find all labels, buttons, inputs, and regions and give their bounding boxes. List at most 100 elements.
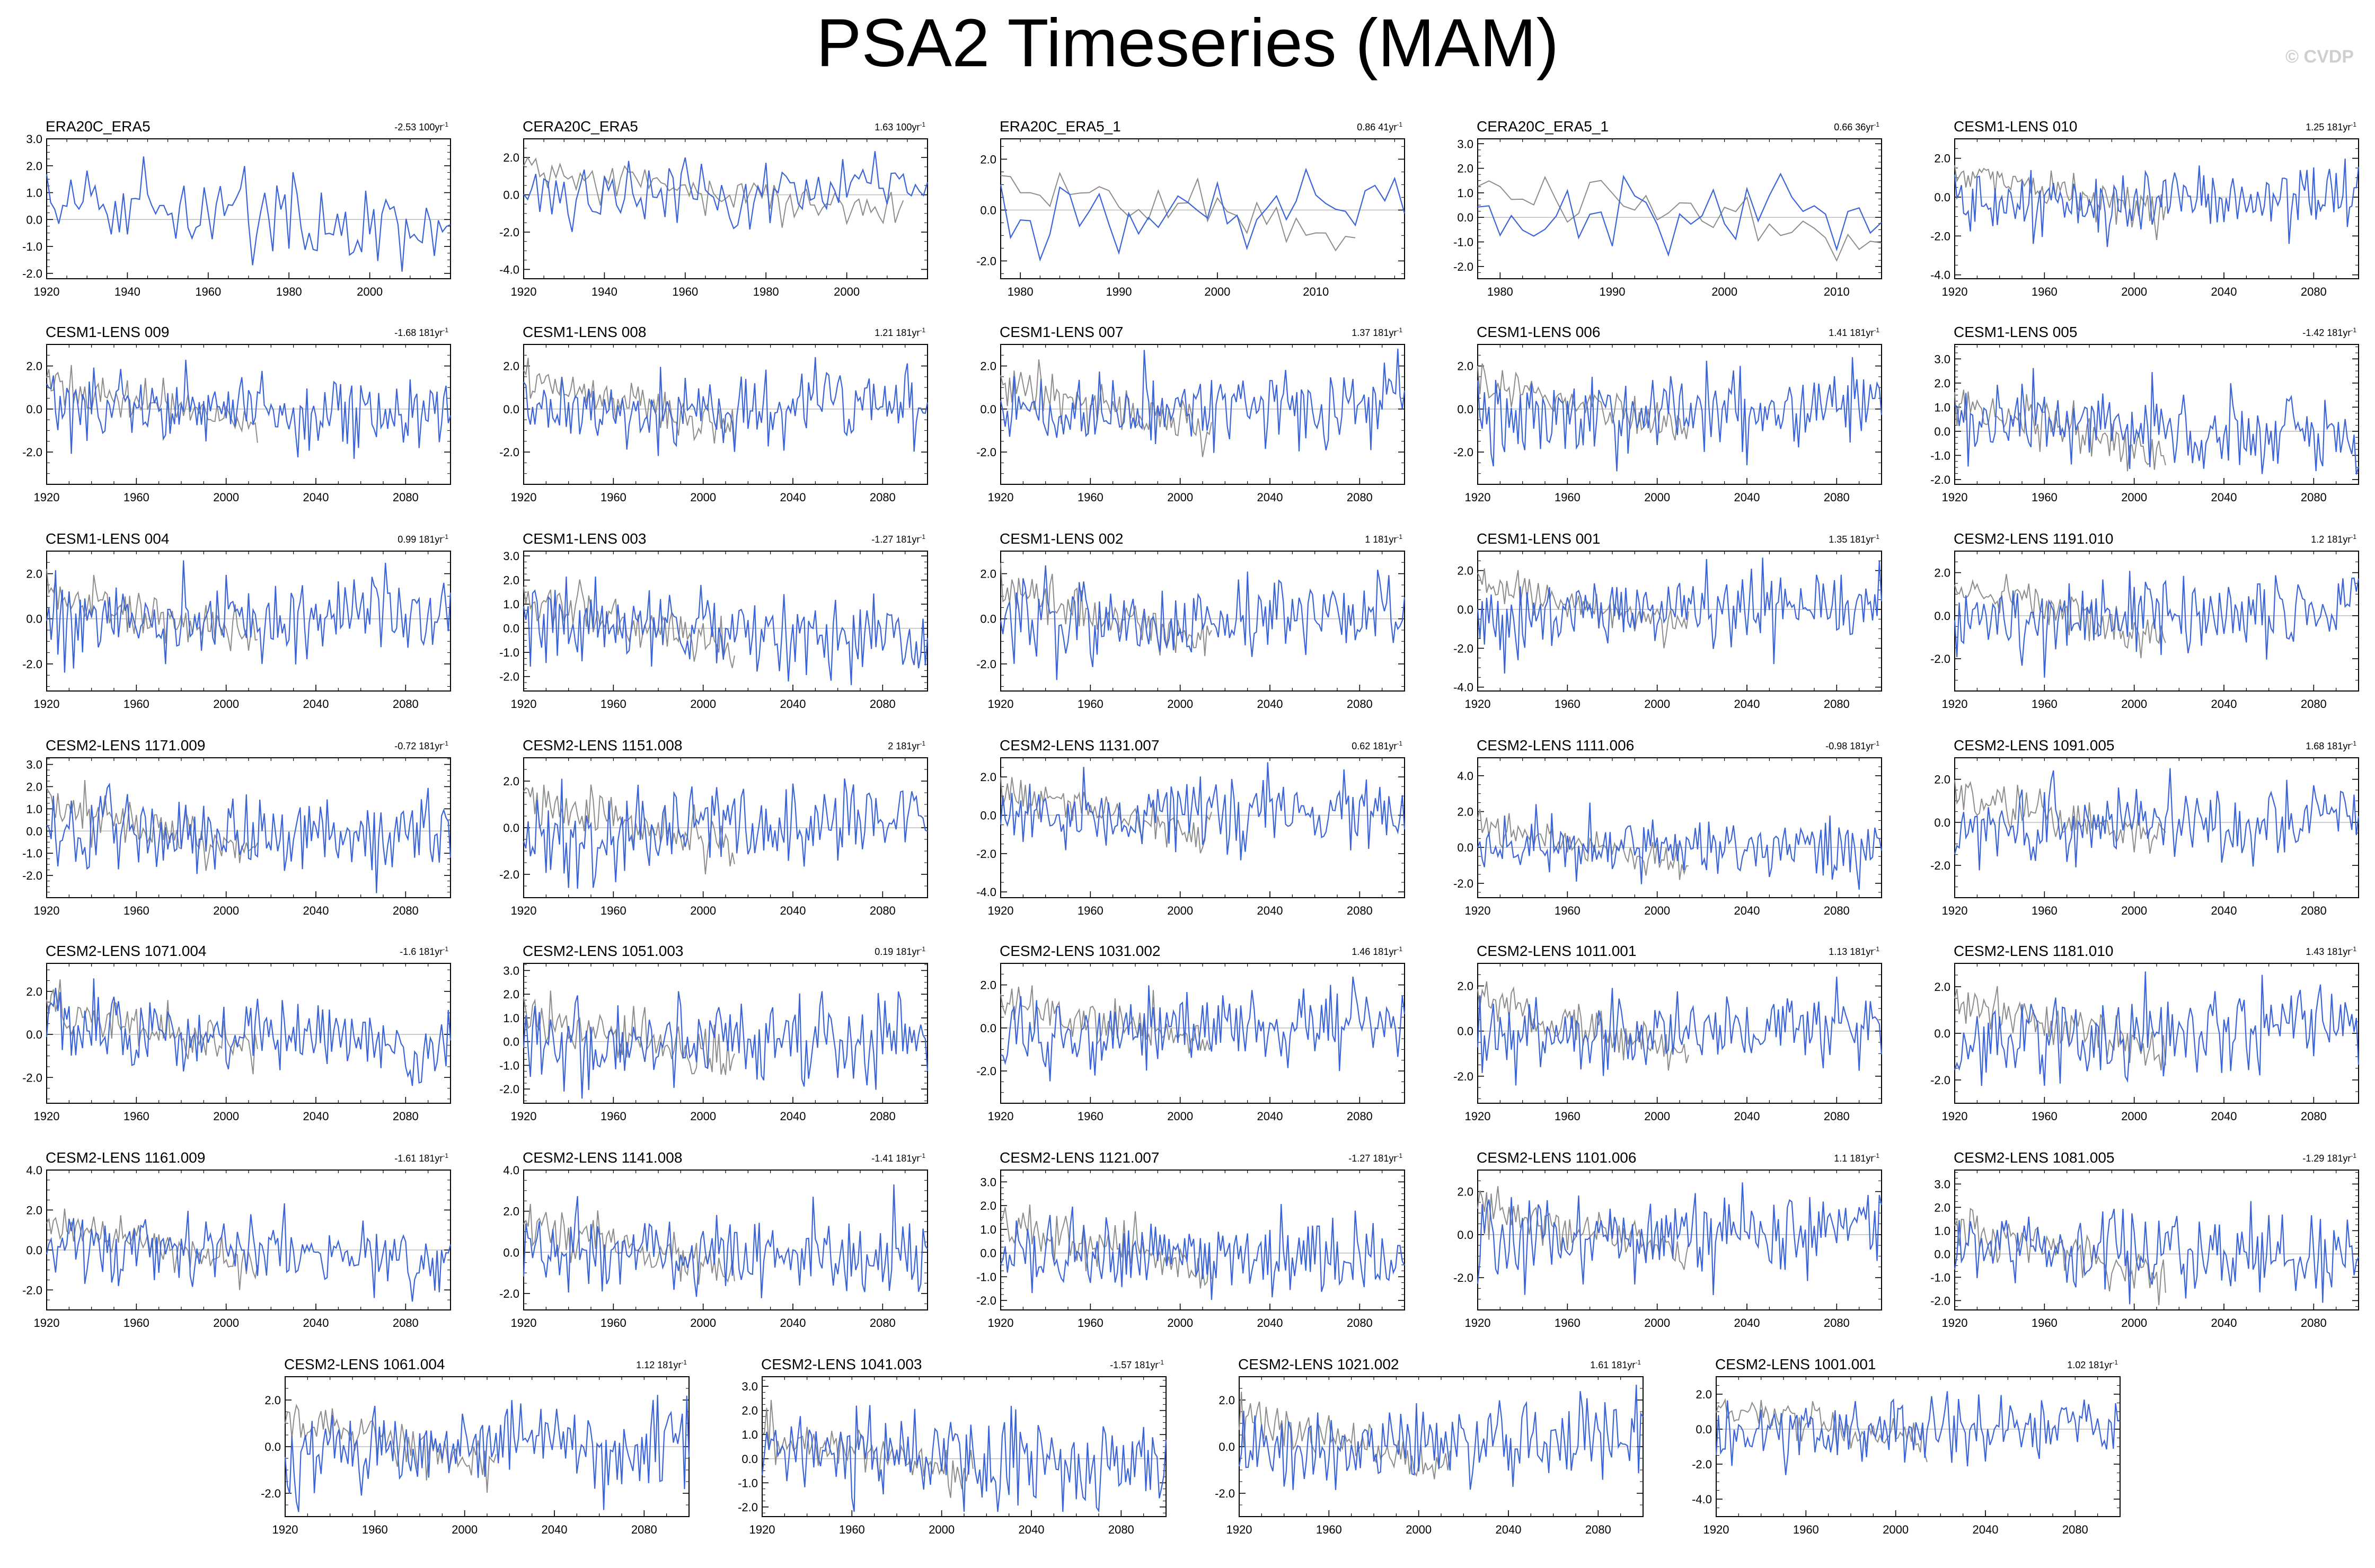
timeseries-panel: CERA20C_ERA5 1.63 100yr-1 1920 1940 1960 1980… [499,118,929,298]
trend-label: 1.13 181yr-1 [1829,945,1879,957]
x-tick-label: 2000 [213,697,239,711]
x-tick-label: 2080 [393,1316,419,1330]
y-tick-label: 3.0 [26,758,42,772]
panel-title: CESM2-LENS 1081.005 [1954,1149,2115,1166]
timeseries-panel: CESM2-LENS 1141.008 -1.41 181yr-1 1920 1960… [499,1149,928,1330]
x-tick-label: 1960 [601,904,626,917]
x-tick-label: 2080 [1108,1523,1134,1536]
x-tick-label: 1920 [988,1316,1014,1330]
panel-title: CESM2-LENS 1071.004 [46,943,207,959]
x-tick-label: 1960 [672,285,698,298]
x-tick-label: 2000 [2121,904,2147,917]
x-tick-label: 2010 [1824,285,1850,298]
x-tick-label: 2000 [1167,1316,1193,1330]
model-series-line [523,778,928,889]
panel-title: CESM1-LENS 009 [46,324,169,340]
model-series-line [46,156,451,272]
x-tick-label: 2040 [1734,697,1760,711]
observed-series-line [523,358,735,444]
y-tick-label: -2.0 [22,446,42,459]
plot-frame [46,757,451,898]
trend-label: 1.46 181yr-1 [1352,945,1402,957]
x-tick-label: 2080 [870,904,896,917]
x-tick-label: 2080 [1824,491,1850,504]
x-tick-label: 1920 [988,1110,1014,1123]
y-tick-label: -4.0 [499,263,519,276]
x-tick-label: 2080 [1347,904,1373,917]
y-tick-label: -2.0 [1930,859,1950,872]
y-tick-label: 2.0 [26,360,42,373]
x-tick-label: 2000 [1644,697,1670,711]
x-tick-label: 2040 [542,1523,568,1536]
panel-title: CESM1-LENS 008 [523,324,646,340]
y-tick-label: -2.0 [1930,1074,1950,1087]
y-tick-label: 0.0 [1934,816,1950,829]
x-tick-label: 2000 [690,1110,716,1123]
y-tick-label: 2.0 [26,568,42,581]
x-tick-label: 2040 [780,491,806,504]
x-tick-label: 1920 [34,285,60,298]
x-tick-label: 2000 [1711,285,1737,298]
y-tick-label: -2.0 [1930,473,1950,486]
x-tick-label: 2000 [1883,1523,1909,1536]
timeseries-panel: ERA20C_ERA5_1 0.86 41yr-1 1980 1990 2000 2010… [976,118,1406,298]
x-tick-label: 2000 [834,285,860,298]
y-tick-label: -2.0 [499,868,519,881]
observed-series-line [1000,563,1212,657]
x-tick-label: 1960 [123,904,149,917]
y-tick-label: -2.0 [1453,446,1473,459]
panel-title: CESM2-LENS 1101.006 [1477,1149,1636,1166]
y-tick-label: 2.0 [1934,377,1950,390]
x-tick-label: 2000 [2121,1110,2147,1123]
x-tick-label: 2080 [393,904,419,917]
x-tick-label: 1920 [511,1110,537,1123]
timeseries-panel: CESM2-LENS 1011.001 1.13 181yr-1 1920 1960 2… [1453,943,1883,1123]
model-series-line [1000,976,1406,1082]
plot-frame [1477,138,1882,279]
y-tick-label: 3.0 [980,1175,996,1189]
y-tick-label: -2.0 [1930,229,1950,243]
x-tick-label: 1920 [1465,491,1491,504]
y-tick-label: 2.0 [503,988,519,1001]
y-tick-label: 0.0 [26,825,42,838]
y-tick-label: 0.0 [503,622,519,635]
x-tick-label: 2040 [780,1110,806,1123]
x-tick-label: 2000 [1406,1523,1432,1536]
x-tick-label: 2080 [2301,697,2327,711]
y-tick-label: -4.0 [976,885,996,899]
y-tick-label: 0.0 [1457,603,1473,616]
x-tick-label: 1960 [362,1523,388,1536]
x-tick-label: 2080 [393,1110,419,1123]
timeseries-panel: CESM2-LENS 1091.005 1.68 181yr-1 1920 1960 2… [1930,737,2360,917]
y-tick-label: 0.0 [1457,211,1473,224]
x-tick-label: 2000 [357,285,383,298]
plot-frame [1000,551,1405,692]
trend-label: -1.27 181yr-1 [871,533,925,545]
y-tick-label: -2.0 [1453,260,1473,273]
y-tick-label: 2.0 [503,775,519,788]
panel-title: CESM2-LENS 1001.001 [1715,1356,1876,1372]
x-tick-label: 1960 [123,697,149,711]
timeseries-panel: CERA20C_ERA5_1 0.66 36yr-1 1980 1990 2000 201… [1453,118,1882,298]
trend-label: -1.27 181yr-1 [1348,1152,1402,1164]
x-tick-label: 2000 [1644,904,1670,917]
model-series-line [1000,565,1406,680]
x-tick-label: 2080 [1585,1523,1611,1536]
x-tick-label: 2080 [1347,697,1373,711]
timeseries-panel: CESM2-LENS 1191.010 1.2 181yr-1 1920 1960 20… [1930,530,2360,711]
x-tick-label: 1920 [1942,285,1968,298]
trend-label: 1.41 181yr-1 [1829,326,1879,338]
x-tick-label: 1980 [753,285,779,298]
y-tick-label: 1.0 [26,187,42,200]
x-tick-label: 1920 [511,491,537,504]
y-tick-label: 4.0 [503,1164,519,1177]
y-tick-label: 2.0 [980,360,996,373]
x-tick-label: 2000 [213,904,239,917]
y-tick-label: 0.0 [1457,841,1473,854]
panel-title: CESM2-LENS 1191.010 [1954,530,2113,547]
x-tick-label: 2080 [870,1316,896,1330]
x-tick-label: 1960 [195,285,221,298]
x-tick-label: 2040 [303,904,329,917]
x-tick-label: 1920 [1465,697,1491,711]
cvdp-watermark: © CVDP [2285,47,2354,67]
